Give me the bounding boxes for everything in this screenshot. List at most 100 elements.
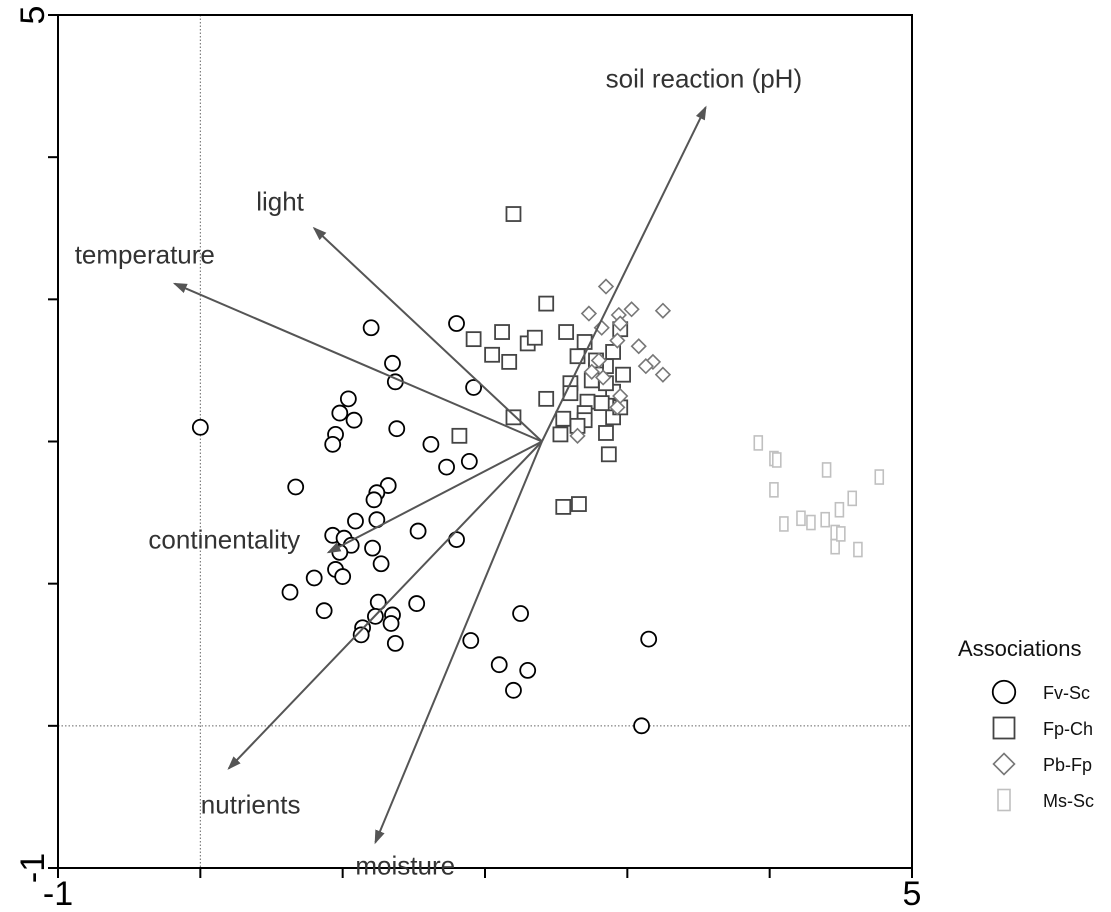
legend: Associations Fv-Sc Fp-Ch Pb-Fp Ms-Sc [958, 636, 1094, 812]
data-point [281, 583, 299, 601]
data-point [451, 427, 468, 444]
data-point [821, 462, 832, 478]
vector-arrow [374, 441, 543, 845]
vector-label: light [256, 186, 304, 216]
data-point [820, 511, 830, 528]
plot-area-frame [57, 14, 913, 869]
data-point [191, 418, 209, 436]
data-point [386, 634, 404, 652]
data-point [597, 278, 615, 295]
data-point [339, 390, 357, 408]
data-point [633, 717, 650, 735]
data-point [347, 512, 364, 530]
data-point [555, 498, 572, 515]
data-point [598, 425, 614, 441]
legend-title: Associations [958, 636, 1082, 661]
data-point [519, 661, 537, 679]
data-point [595, 369, 612, 386]
vector-arrow [172, 282, 543, 443]
data-point [609, 332, 626, 349]
data-point [830, 538, 840, 555]
series-fv-sc [191, 315, 658, 735]
data-point [583, 363, 600, 380]
series-fp-ch [451, 206, 631, 515]
data-point [612, 387, 629, 405]
environmental-vectors: soil reaction (pH) light temperature contin… [75, 63, 802, 880]
data-point [555, 410, 572, 427]
data-point [372, 555, 390, 573]
data-point [771, 452, 782, 468]
data-point [538, 295, 555, 312]
data-point [590, 352, 607, 369]
data-point [576, 334, 593, 350]
data-point [345, 411, 363, 429]
data-point [465, 331, 482, 348]
data-point [834, 501, 845, 518]
vector-arrow [326, 440, 543, 554]
data-point [654, 302, 672, 319]
vector-arrow [312, 226, 543, 443]
legend-entry: Fp-Ch [992, 716, 1093, 740]
vector-label: temperature [75, 240, 215, 270]
data-point [796, 510, 806, 527]
vector-label: moisture [355, 850, 455, 880]
data-point [505, 409, 522, 426]
data-point [571, 496, 587, 512]
data-point [490, 656, 508, 674]
legend-marker [992, 752, 1016, 776]
data-point [580, 305, 598, 322]
legend-entry: Ms-Sc [997, 788, 1094, 812]
data-point [526, 329, 543, 346]
data-point [558, 324, 575, 340]
axis-ticks [48, 14, 913, 878]
y-axis-min-label: -1 [14, 853, 52, 883]
data-point [382, 615, 400, 632]
data-point [448, 531, 465, 548]
data-point [462, 632, 480, 649]
data-point [769, 482, 779, 498]
data-point [612, 315, 629, 332]
legend-label: Ms-Sc [1043, 791, 1094, 811]
vector-label: continentality [148, 524, 300, 554]
series-ms-sc [753, 435, 885, 558]
data-point [512, 605, 529, 622]
data-point [460, 453, 478, 470]
data-point [409, 522, 427, 540]
data-point [334, 568, 352, 585]
data-point [609, 399, 626, 416]
data-point [352, 626, 370, 644]
y-axis-max-label: 5 [14, 6, 52, 25]
data-point [494, 324, 510, 340]
data-point [362, 319, 380, 337]
data-point [365, 491, 383, 509]
data-point [364, 539, 381, 557]
data-point [324, 435, 342, 453]
data-point [305, 569, 323, 587]
vector-arrow [541, 105, 707, 442]
data-point [623, 301, 640, 318]
data-point [806, 514, 816, 531]
data-point [538, 390, 555, 407]
data-point [465, 379, 483, 396]
legend-entry: Pb-Fp [992, 752, 1092, 776]
data-point [484, 346, 501, 363]
legend-label: Pb-Fp [1043, 755, 1092, 775]
data-point [384, 354, 401, 372]
data-point [408, 595, 426, 612]
data-point [593, 395, 610, 412]
data-point [637, 358, 654, 375]
data-point [422, 435, 440, 453]
reference-lines [58, 15, 912, 868]
sample-points [191, 206, 885, 735]
data-point [779, 516, 789, 532]
data-point [501, 353, 518, 370]
legend-entry: Fv-Sc [991, 679, 1090, 705]
data-point [438, 458, 455, 476]
data-point [315, 602, 333, 620]
x-axis-min-label: -1 [43, 875, 73, 912]
legend-marker [992, 716, 1016, 740]
legend-label: Fv-Sc [1043, 683, 1090, 703]
data-point [753, 435, 764, 451]
data-point [640, 630, 658, 648]
